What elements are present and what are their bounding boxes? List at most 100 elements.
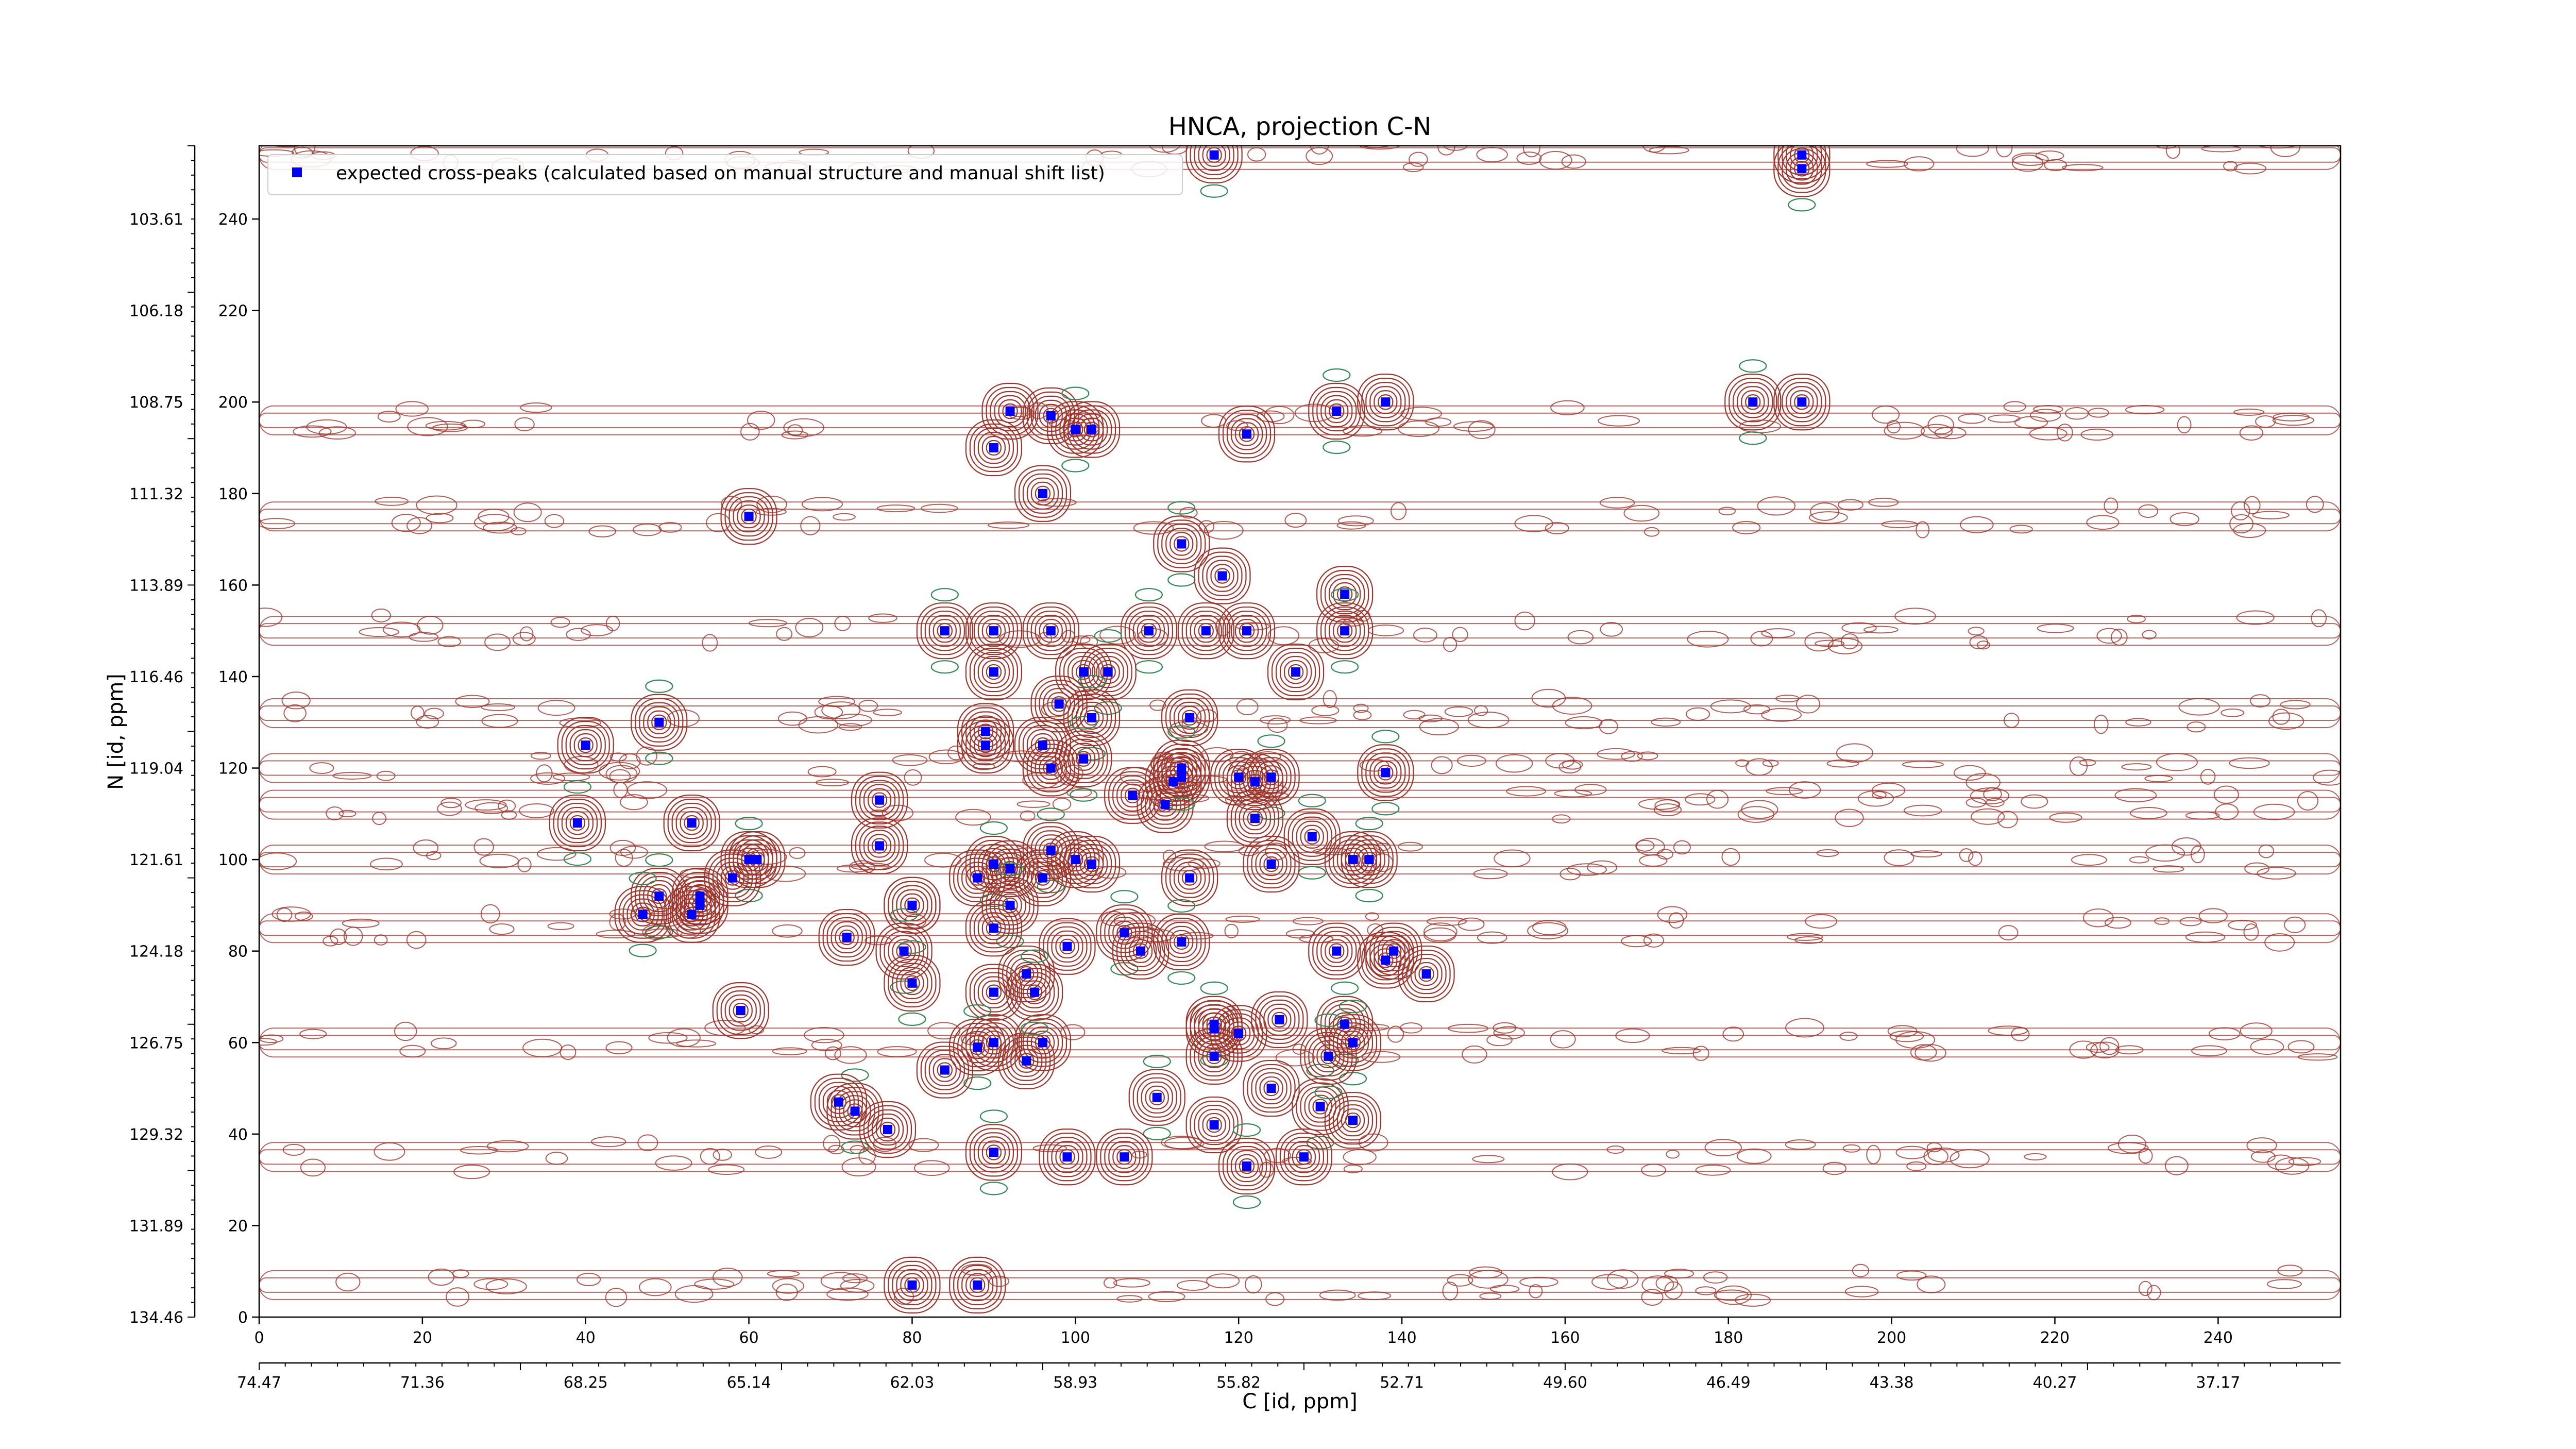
cross-peak-marker	[1324, 1051, 1333, 1061]
peak-contour	[1243, 1059, 1300, 1117]
cross-peak-marker	[1381, 955, 1391, 965]
chart-title: HNCA, projection C-N	[1168, 112, 1432, 141]
cross-peak-marker	[1022, 1056, 1031, 1066]
peak-contour	[965, 900, 1022, 957]
peak-contour	[884, 940, 941, 1026]
cross-peak-marker	[1389, 946, 1399, 956]
peak-contour	[663, 886, 720, 943]
cross-peak-marker	[687, 818, 697, 828]
peak-contour	[1096, 1128, 1153, 1186]
peak-contour	[1104, 767, 1161, 824]
x-tick-label: 20	[413, 1329, 432, 1347]
peak-contour	[1316, 566, 1374, 623]
peak-contour	[818, 908, 875, 966]
peak-contour	[1218, 406, 1276, 463]
cross-peak-marker	[1348, 855, 1358, 865]
cross-peak-marker	[581, 740, 590, 750]
cross-peak-marker	[736, 1006, 745, 1016]
cross-peak-marker	[1250, 777, 1260, 787]
y-tick-label: 80	[228, 943, 248, 961]
peak-contour	[875, 908, 933, 994]
cross-peak-marker	[940, 1065, 950, 1075]
x-tick-label: 180	[1714, 1329, 1743, 1347]
peak-contour	[1308, 368, 1365, 454]
cross-peak-marker	[1340, 626, 1350, 636]
cross-peak-marker	[1079, 754, 1089, 764]
peak-contour	[1365, 922, 1422, 980]
y-tick-label: 240	[218, 211, 248, 229]
cross-peak-marker	[1030, 987, 1040, 997]
x-axis: 0 20 40 60 80 100 120 140 160 180 200 220 240	[254, 1317, 2233, 1347]
x-tick-label: 140	[1387, 1329, 1416, 1347]
peak-contour	[1226, 790, 1283, 847]
cross-peak-marker	[1340, 1019, 1350, 1029]
y-axis-label: N [id, ppm]	[104, 673, 128, 790]
noise-band	[259, 743, 2341, 792]
peak-contour	[851, 817, 908, 874]
peak-contour	[1039, 1128, 1096, 1186]
peak-contour	[1724, 359, 1782, 445]
cross-peak-marker	[1005, 864, 1015, 873]
cross-peak-marker	[1062, 941, 1072, 951]
peak-contour	[614, 871, 671, 957]
peak-contour	[1128, 1054, 1185, 1140]
cross-peak-marker	[1266, 859, 1276, 869]
y-ppm-tick-label: 119.04	[129, 760, 183, 778]
x-ppm-tick-label: 52.71	[1380, 1374, 1424, 1392]
cross-peak-marker	[1062, 1152, 1072, 1162]
y-tick-label: 120	[218, 760, 248, 778]
peak-contour	[965, 643, 1022, 701]
x-ppm-tick-label: 71.36	[400, 1374, 445, 1392]
peak-contour	[1316, 588, 1374, 674]
cross-peak-marker	[687, 909, 697, 919]
x-ppm-tick-label: 37.17	[2196, 1374, 2240, 1392]
legend: expected cross-peaks (calculated based o…	[267, 154, 1183, 195]
cross-peak-marker	[1364, 855, 1374, 865]
cross-peak-marker	[1209, 1120, 1219, 1130]
cross-peak-marker	[989, 1038, 998, 1048]
peak-contour	[810, 1073, 867, 1131]
cross-peak-marker	[875, 795, 885, 805]
cross-peak-marker	[1209, 1051, 1219, 1061]
cross-peak-marker	[654, 891, 664, 901]
peak-contour	[1022, 602, 1079, 660]
peak-contour	[1194, 547, 1251, 604]
noise-band	[259, 1018, 2341, 1067]
x-tick-label: 160	[1550, 1329, 1580, 1347]
cross-peak-marker	[989, 859, 998, 869]
x-ppm-tick-label: 55.82	[1216, 1374, 1261, 1392]
peak-contour	[1773, 374, 1831, 431]
cross-peak-marker	[1421, 969, 1431, 979]
cross-peak-marker	[1275, 1015, 1284, 1024]
x-tick-label: 0	[254, 1329, 264, 1347]
peak-contour	[1226, 753, 1283, 811]
y-tick-label: 220	[218, 302, 248, 321]
peak-contour	[916, 1041, 973, 1099]
peak-contour	[1300, 1013, 1357, 1100]
peak-contour	[720, 488, 777, 545]
cross-peak-marker	[1046, 763, 1056, 773]
y-ppm-tick-label: 126.75	[129, 1034, 183, 1052]
peak-contour	[949, 1256, 1006, 1313]
y-ppm-tick-label: 111.32	[129, 485, 183, 503]
cross-peak-marker	[1185, 873, 1195, 883]
peak-contour	[965, 964, 1022, 1021]
cross-peak-marker	[1332, 406, 1342, 416]
y-tick-label: 20	[228, 1217, 248, 1235]
cross-peak-marker	[981, 740, 991, 750]
y-ppm-tick-label: 131.89	[129, 1217, 183, 1235]
peak-contour	[965, 1109, 1022, 1195]
cross-peak-marker	[1128, 790, 1138, 800]
cross-peak-marker	[752, 855, 762, 865]
legend-entry: expected cross-peaks (calculated based o…	[336, 163, 1105, 184]
peak-contour	[1153, 725, 1210, 811]
peak-contour	[549, 780, 606, 866]
cross-peak-marker	[1291, 667, 1301, 677]
plot-frame	[258, 145, 2342, 1318]
peak-contour	[1324, 1092, 1382, 1149]
cross-peak-marker	[1087, 859, 1096, 869]
cross-peak-marker	[1307, 832, 1317, 841]
cross-peak-marker	[1381, 768, 1391, 778]
cross-peak-marker	[907, 978, 917, 988]
